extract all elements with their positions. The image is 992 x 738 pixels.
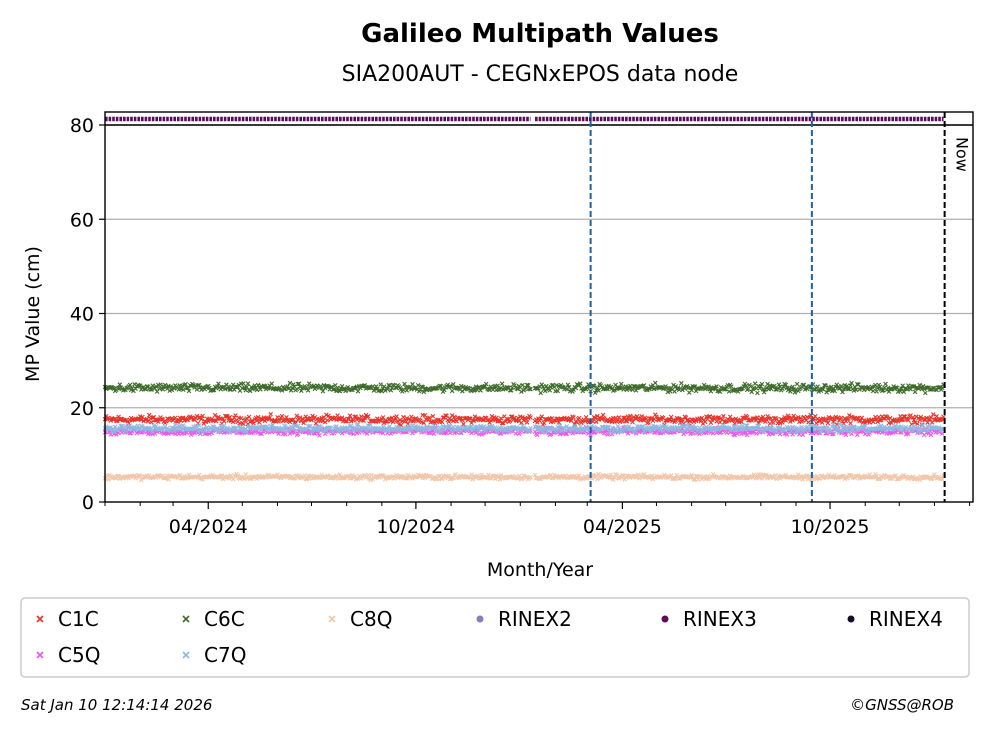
footer-copyright: ©GNSS@ROB <box>850 696 954 714</box>
legend-box <box>20 597 970 678</box>
legend-marker-rinex4 <box>847 615 855 623</box>
legend-label-c6c: C6C <box>204 607 245 631</box>
legend-label-rinex4: RINEX4 <box>869 607 943 631</box>
legend: C1C C6C C8Q RINEX2 RINEX3 RINEX4 C5Q C7Q <box>36 607 943 667</box>
x-tick-label-10-2025: 10/2025 <box>791 516 870 538</box>
y-tick-label-60: 60 <box>70 209 94 231</box>
legend-label-rinex3: RINEX3 <box>683 607 757 631</box>
plot-frame <box>104 111 974 503</box>
y-tick-label-20: 20 <box>70 398 94 420</box>
legend-marker-rinex3 <box>661 615 669 623</box>
y-tick-label-80: 80 <box>70 115 94 137</box>
y-tick-label-40: 40 <box>70 304 94 326</box>
x-tick-label-04-2024: 04/2024 <box>169 516 248 538</box>
y-tick-label-0: 0 <box>82 492 94 514</box>
x-axis-label: Month/Year <box>487 559 593 581</box>
y-axis-label: MP Value (cm) <box>22 246 44 382</box>
legend-marker-c6c <box>182 615 190 623</box>
legend-label-rinex2: RINEX2 <box>498 607 572 631</box>
x-tick-label-10-2024: 10/2024 <box>376 516 455 538</box>
legend-marker-c5q <box>36 651 44 659</box>
chart-subtitle: SIA200AUT - CEGNxEPOS data node <box>342 62 739 87</box>
legend-marker-c1c <box>36 615 44 623</box>
legend-marker-rinex2 <box>476 615 484 623</box>
footer-timestamp: Sat Jan 10 12:14:14 2026 <box>21 696 212 714</box>
legend-label-c1c: C1C <box>58 607 99 631</box>
chart-title: Galileo Multipath Values <box>361 19 719 49</box>
legend-label-c5q: C5Q <box>58 643 100 667</box>
now-label: Now <box>953 137 972 172</box>
plot-area: Now 0 20 40 60 80 04/2024 10/2024 04/2025 10/2025 <box>70 111 974 538</box>
legend-marker-c8q <box>328 615 336 623</box>
legend-marker-c7q <box>182 651 190 659</box>
legend-label-c7q: C7Q <box>204 643 246 667</box>
x-tick-label-04-2025: 04/2025 <box>583 516 662 538</box>
legend-label-c8q: C8Q <box>350 607 392 631</box>
